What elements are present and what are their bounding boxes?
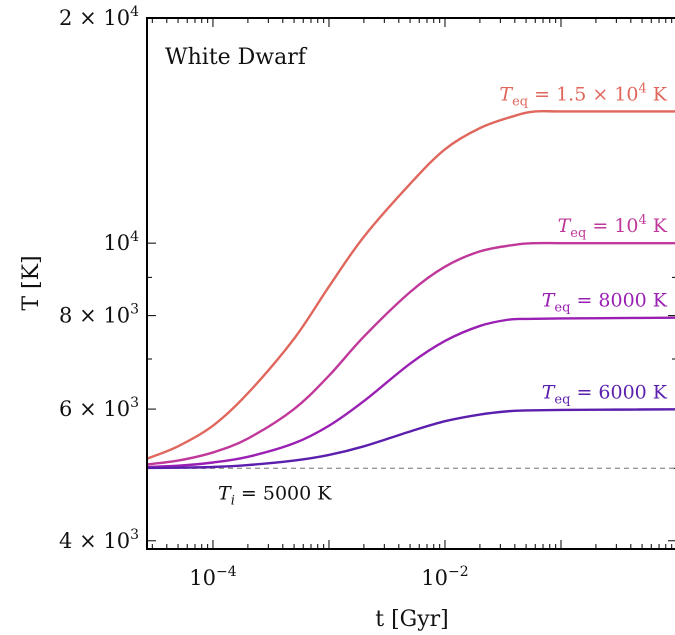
y-tick-label: 2 × 104 — [59, 4, 139, 30]
series-line-1 — [146, 109, 675, 460]
y-tick-label: 104 — [103, 229, 139, 255]
ticks-layer: 10−4 10−2 4 × 103 6 × 103 8 × 103 104 2 × 104 — [59, 4, 675, 590]
chart-title: White Dwarf — [165, 45, 308, 70]
series-layer — [146, 109, 675, 470]
y-axis-title: T [K] — [19, 255, 44, 310]
x-axis-title: t [Gyr] — [375, 607, 449, 632]
series-line-4 — [146, 408, 675, 470]
series-line-2 — [146, 241, 675, 466]
series-label-1: Teq = 1.5 × 104 K — [499, 81, 667, 109]
series-label-3: Teq = 8000 K — [542, 290, 668, 316]
series-label-4: Teq = 6000 K — [542, 381, 668, 407]
y-tick-label: 6 × 103 — [59, 395, 139, 421]
x-tick-label: 10−2 — [421, 564, 468, 590]
y-tick-label: 4 × 103 — [59, 527, 139, 553]
series-line-3 — [146, 316, 675, 469]
reference-layer: Ti = 5000 K — [147, 467, 675, 508]
y-tick-label: 8 × 103 — [59, 302, 139, 328]
plot-frame — [146, 17, 675, 550]
label-layer: Teq = 1.5 × 104 K Teq = 104 K Teq = 8000 K… — [499, 81, 667, 407]
series-label-2: Teq = 104 K — [558, 213, 668, 241]
x-tick-label: 10−4 — [189, 564, 236, 590]
reference-line-label: Ti = 5000 K — [218, 482, 332, 508]
